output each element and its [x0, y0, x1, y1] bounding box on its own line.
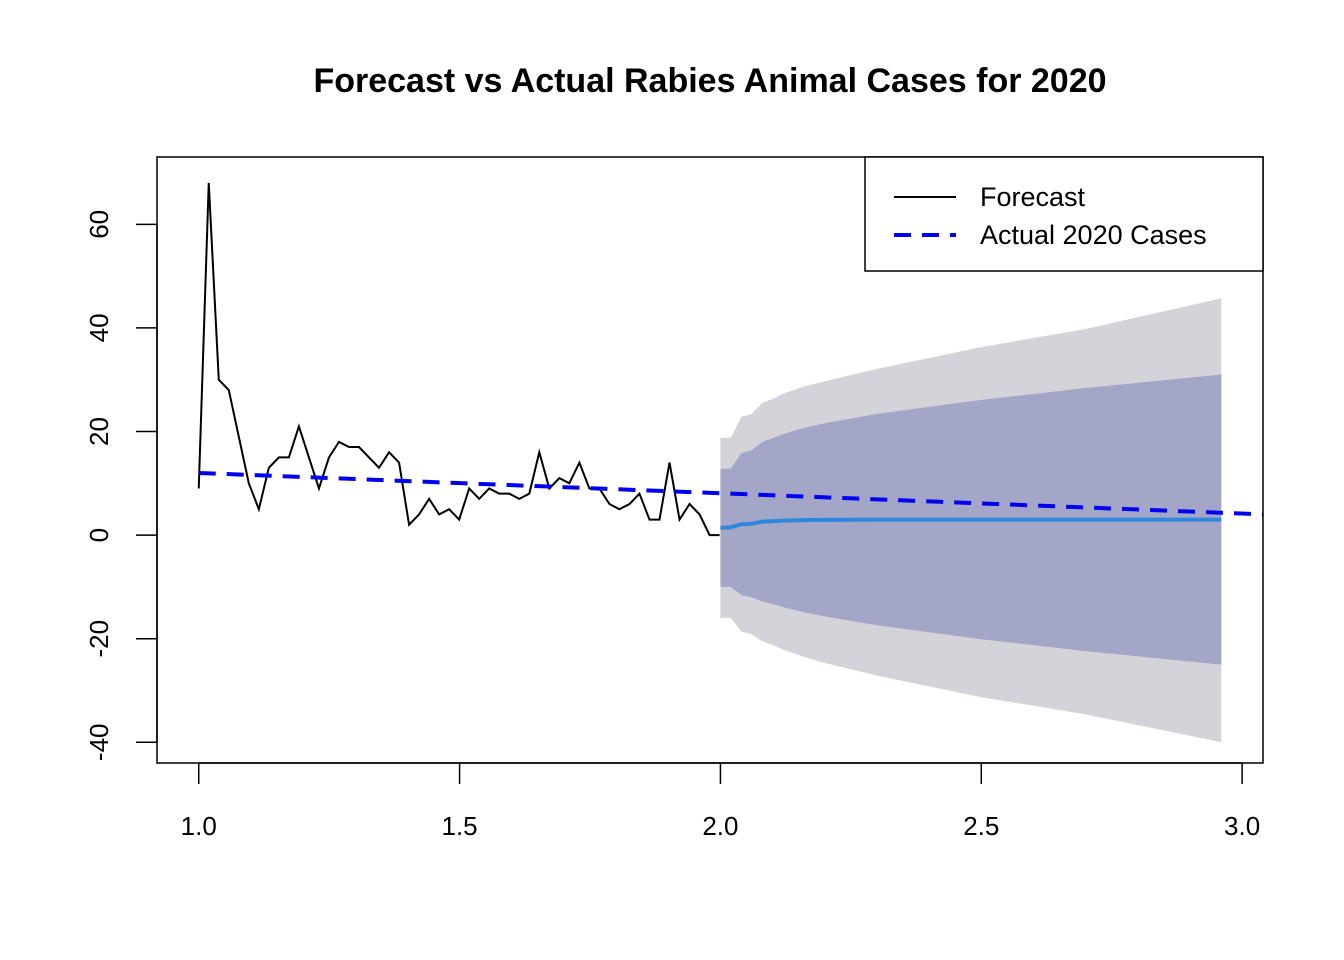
x-tick-label: 1.0	[181, 811, 217, 841]
legend: Forecast Actual 2020 Cases	[864, 156, 1264, 272]
x-tick-label: 2.5	[963, 811, 999, 841]
x-tick-label: 2.0	[702, 811, 738, 841]
y-tick-label: -40	[84, 723, 114, 761]
y-tick-label: 40	[84, 313, 114, 342]
y-tick-label: 60	[84, 210, 114, 239]
y-tick-label: -20	[84, 620, 114, 658]
legend-box	[864, 156, 1264, 272]
actual-2020-line	[198, 470, 1263, 517]
x-tick-label: 3.0	[1224, 811, 1260, 841]
plot-layer	[197, 182, 1263, 743]
historical-series-line	[197, 182, 720, 537]
x-tick-label: 1.5	[442, 811, 478, 841]
y-tick-label: 20	[84, 417, 114, 446]
forecast-mean-line	[720, 517, 1222, 530]
legend-label: Actual 2020 Cases	[980, 220, 1207, 250]
chart-title: Forecast vs Actual Rabies Animal Cases f…	[313, 62, 1106, 100]
y-tick-label: 0	[84, 528, 114, 542]
legend-label: Forecast	[980, 182, 1086, 212]
axes-layer: 1.0 1.5 2.0 2.5 3.0 -40 -20 0 20 40 60	[84, 156, 1264, 841]
